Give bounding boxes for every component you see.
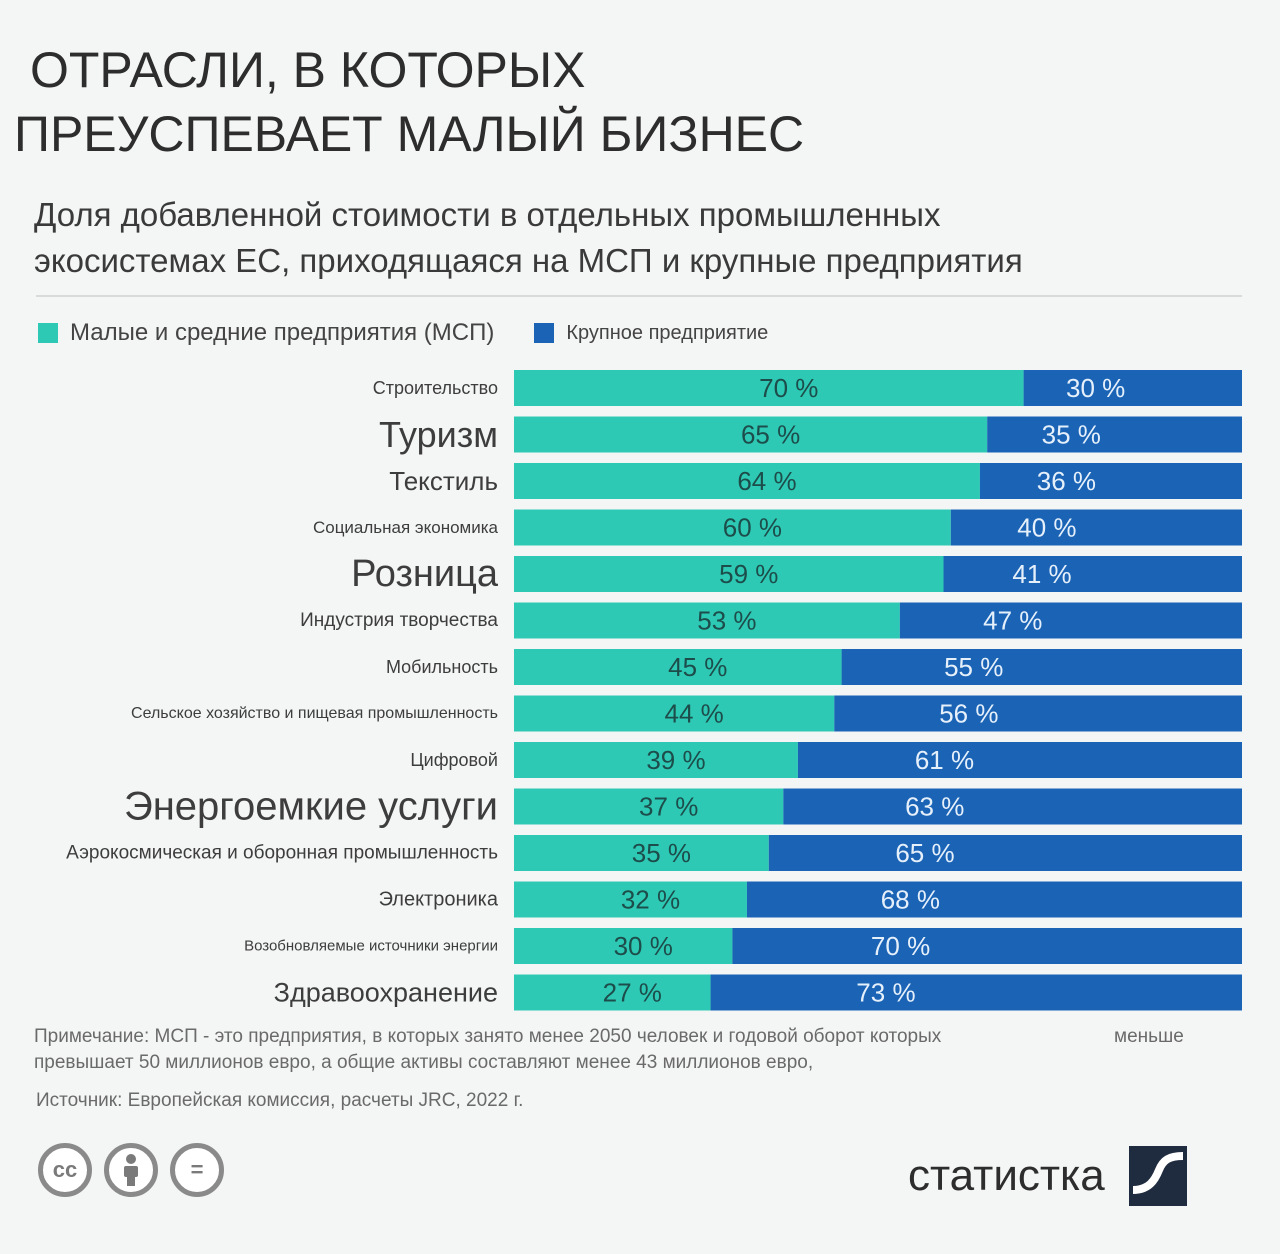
data-label-msp: 39 % [646,745,705,775]
legend-item-msp: Малые и средние предприятия (МСП) [38,319,494,347]
data-label-large: 30 % [1066,373,1125,403]
data-label-msp: 60 % [723,513,782,543]
bar-segment-msp [514,788,784,825]
bar-segment-large [768,835,1242,871]
title-line-2: ПРЕУСПЕВАЕТ МАЛЫЙ БИЗНЕС [14,106,805,162]
bar-segment-large [710,974,1242,1011]
legend-swatch-msp [38,323,58,343]
data-label-large: 65 % [895,838,954,868]
category-label: Туризм [379,414,498,455]
brand-mark-icon [1128,1146,1187,1206]
category-label: Возобновляемые источники энергии [244,938,498,955]
category-label: Цифровой [410,750,498,770]
data-label-msp: 30 % [614,931,673,961]
data-label-large: 36 % [1037,466,1096,496]
category-label: Электроника [379,889,499,911]
bar-segment-large [950,509,1242,546]
data-label-msp: 65 % [741,420,800,450]
legend-item-large: Крупное предприятие [534,322,768,345]
bar-segment-large [783,788,1242,825]
data-label-large: 68 % [881,885,940,915]
brand-name: статистка [908,1151,1105,1200]
bar-segment-msp [514,695,835,732]
bar-segment-msp [514,881,747,918]
data-label-large: 73 % [856,978,915,1008]
data-label-msp: 35 % [632,838,691,868]
data-label-large: 40 % [1017,513,1076,543]
data-label-large: 63 % [905,792,964,822]
data-label-large: 47 % [983,606,1042,636]
source-note: Источник: Европейская комиссия, расчеты … [36,1090,524,1111]
data-label-large: 70 % [871,931,930,961]
bar-segment-large [899,602,1242,639]
attribution-person-icon [104,1143,158,1197]
bar-segment-msp [514,370,1024,406]
category-label: Энергоемкие услуги [124,785,498,829]
data-label-msp: 59 % [719,559,778,589]
bar-segment-msp [514,602,900,639]
subtitle-line-1: Доля добавленной стоимости в отдельных п… [34,196,941,233]
category-label: Аэрокосмическая и оборонная промышленнос… [66,843,498,864]
data-label-large: 41 % [1012,559,1071,589]
legend-label-large: Крупное предприятие [566,321,769,344]
bar-segment-large [943,556,1242,592]
data-label-msp: 27 % [603,978,662,1008]
chart-title: ОТРАСЛИ, В КОТОРЫХ ПРЕУСПЕВАЕТ МАЛЫЙ БИЗ… [14,38,804,166]
bar-segment-large [987,416,1242,453]
data-label-large: 56 % [939,699,998,729]
category-label: Розница [351,553,499,595]
bar-segment-large [732,928,1242,964]
category-label: Здравоохранение [274,978,498,1008]
bar-segment-large [834,695,1242,732]
data-label-large: 35 % [1042,420,1101,450]
license-icons: cc = [38,1143,224,1197]
title-line-1: ОТРАСЛИ, В КОТОРЫХ [30,42,586,98]
data-label-msp: 45 % [668,652,727,682]
bar-segment-msp [514,463,980,499]
bar-segment-large [979,463,1242,499]
legend-swatch-large [534,323,555,343]
cc-icon: cc [38,1143,92,1197]
category-label: Мобильность [386,657,498,677]
footnote-line-1-tail: меньше [1114,1026,1184,1047]
footnote: Примечание: МСП - это предприятия, в кот… [34,1024,1204,1076]
data-label-msp: 53 % [697,606,756,636]
bar-segment-large [1023,370,1242,406]
bar-segment-large [746,881,1242,918]
category-label: Социальная экономика [313,518,499,537]
legend: Малые и средние предприятия (МСП) Крупно… [38,315,768,351]
data-label-msp: 44 % [665,699,724,729]
data-label-msp: 64 % [737,466,796,496]
category-label: Сельское хозяйство и пищевая промышленно… [131,705,498,722]
data-label-large: 55 % [944,652,1003,682]
subtitle-line-2: экосистемах ЕС, приходящаяся на МСП и кр… [34,242,1023,279]
bar-segment-msp [514,416,988,453]
bar-segment-msp [514,835,769,871]
bar-segment-msp [514,509,951,546]
data-label-msp: 70 % [759,373,818,403]
no-derivatives-icon: = [170,1143,224,1197]
bar-segment-msp [514,556,944,592]
bar-segment-msp [514,742,798,778]
bar-segment-msp [514,649,842,685]
footnote-line-1: Примечание: МСП - это предприятия, в кот… [34,1026,942,1047]
bar-segment-large [841,649,1242,685]
category-label: Строительство [373,378,498,398]
data-label-msp: 37 % [639,792,698,822]
legend-label-msp: Малые и средние предприятия (МСП) [70,319,495,346]
category-label: Индустрия творчества [300,610,498,631]
brand-logo: статистка [908,1146,1187,1206]
bar-segment-msp [514,928,733,964]
divider [36,295,1242,297]
bar-segment-msp [514,974,711,1011]
chart-subtitle: Доля добавленной стоимости в отдельных п… [34,192,1023,284]
data-label-msp: 32 % [621,885,680,915]
bar-segment-large [797,742,1242,778]
category-label: Текстиль [389,466,498,496]
data-label-large: 61 % [915,745,974,775]
footnote-line-2: превышает 50 миллионов евро, а общие акт… [34,1052,814,1073]
